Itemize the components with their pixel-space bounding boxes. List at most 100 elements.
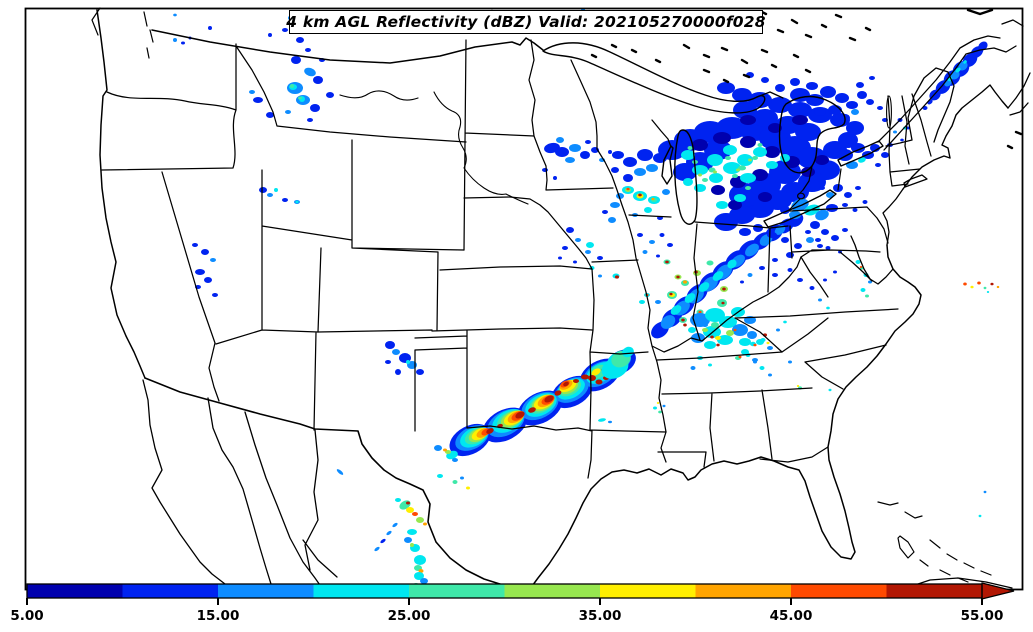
radar-echo-cell	[772, 273, 778, 277]
radar-echo-cell	[739, 338, 751, 346]
radar-echo-cell	[831, 235, 839, 241]
radar-echo-cell	[210, 258, 216, 262]
radar-echo-cell	[855, 186, 861, 190]
radar-echo-cell	[761, 77, 769, 83]
radar-echo-cell	[823, 278, 827, 282]
radar-echo-cell	[573, 379, 579, 383]
radar-echo-cell	[554, 390, 562, 396]
radar-echo-cell	[806, 237, 814, 243]
radar-echo-cell	[820, 86, 836, 98]
radar-echo-cell	[740, 115, 756, 125]
radar-echo-cell	[732, 174, 738, 178]
colorbar-segment	[218, 584, 314, 598]
islands-bahamas-cuba	[877, 501, 1013, 589]
radar-echo-cell	[787, 268, 793, 272]
colorbar-tick-label: 25.00	[388, 608, 431, 624]
radar-echo-cell	[296, 37, 304, 43]
radar-echo-cell	[515, 411, 525, 419]
radar-echo-cell	[753, 224, 763, 232]
radar-echo-cell	[460, 476, 464, 480]
radar-echo-cell	[819, 186, 825, 190]
radar-echo-cell	[212, 293, 218, 297]
radar-echo-cell	[768, 97, 792, 113]
colorbar-tick-label: 35.00	[579, 608, 622, 624]
coastline-chesapeake	[850, 188, 904, 285]
radar-echo-cell	[752, 156, 758, 160]
radar-echo-cell	[719, 316, 737, 328]
radar-echo-cell	[855, 260, 861, 264]
radar-echo-cell	[990, 282, 994, 286]
radar-echo-cell	[713, 132, 731, 144]
radar-echo-cell	[637, 149, 653, 161]
rivers-missouri	[339, 90, 529, 205]
radar-echo-cell	[285, 110, 291, 114]
radar-echo-cell	[753, 360, 757, 364]
radar-echo-cell	[875, 163, 881, 167]
radar-echo-cell	[734, 194, 746, 202]
radar-echo-cell	[266, 112, 274, 118]
radar-echo-cell	[683, 178, 693, 186]
radar-echo-cell	[566, 227, 574, 233]
radar-echo-cell	[842, 203, 848, 207]
radar-echo-cell	[669, 292, 673, 296]
radar-echo-cell	[208, 26, 212, 30]
plot-title-box: 4 km AGL Reflectivity (dBZ) Valid: 20210…	[286, 10, 766, 34]
radar-echo-cell	[758, 192, 772, 202]
radar-echo-cell	[204, 277, 212, 283]
radar-echo-cell	[562, 246, 568, 250]
radar-echo-cell	[815, 155, 829, 165]
lake-champlain	[886, 95, 892, 129]
colorbar-tick-label: 55.00	[961, 608, 1004, 624]
radar-echo-cell	[740, 173, 756, 183]
colorbar-segment	[122, 584, 218, 598]
radar-echo-cell	[681, 318, 685, 322]
radar-echo-cell	[740, 280, 744, 284]
radar-echo-cell	[626, 187, 630, 191]
radar-echo-cell	[712, 271, 724, 281]
radar-echo-cell	[667, 243, 673, 247]
radar-echo-cell	[662, 189, 670, 195]
radar-echo-cell	[704, 341, 716, 349]
radar-echo-cell	[722, 287, 726, 291]
radar-echo-cell	[738, 165, 746, 171]
radar-echo-cell	[610, 202, 620, 208]
colorbar-outline	[26, 583, 983, 599]
radar-echo-cell	[681, 150, 695, 160]
radar-echo-cell	[707, 154, 723, 166]
radar-echo-cell	[826, 204, 838, 212]
radar-echo-cell	[737, 154, 753, 166]
radar-echo-cell	[826, 306, 830, 310]
radar-echo-cell	[573, 260, 577, 264]
radar-echo-cell	[705, 308, 725, 322]
radar-echo-cell	[809, 286, 815, 290]
radar-echo-cell	[736, 168, 740, 172]
radar-echo-layer	[173, 8, 1000, 587]
radar-echo-cell	[711, 322, 719, 328]
colorbar-overflow-arrow	[981, 582, 1015, 600]
lake-ontario	[837, 140, 884, 167]
radar-echo-cell	[407, 529, 417, 535]
radar-echo-cell	[565, 157, 575, 163]
radar-echo-cell	[385, 360, 391, 364]
radar-echo-cell	[181, 41, 185, 45]
colorbar-segment	[791, 584, 887, 598]
radar-echo-cell	[423, 522, 427, 526]
radar-echo-cell	[542, 168, 548, 172]
radar-echo-cell	[828, 388, 832, 392]
colorbar-tick-label: 15.00	[197, 608, 240, 624]
radar-echo-cell	[585, 250, 591, 254]
radar-echo-cell	[406, 360, 410, 364]
radar-echo-cell	[723, 162, 741, 174]
radar-echo-cell	[656, 254, 660, 258]
radar-echo-cell	[766, 161, 778, 169]
state-boundaries-west	[101, 43, 467, 431]
radar-echo-cell	[815, 238, 821, 242]
radar-echo-cell	[869, 76, 875, 80]
radar-echo-cell	[416, 369, 424, 375]
radar-echo-cell	[623, 174, 633, 182]
radar-echo-cell	[595, 379, 603, 385]
radar-echo-cell	[792, 115, 808, 125]
radar-echo-cell	[445, 450, 451, 454]
radar-echo-cell	[859, 266, 863, 268]
